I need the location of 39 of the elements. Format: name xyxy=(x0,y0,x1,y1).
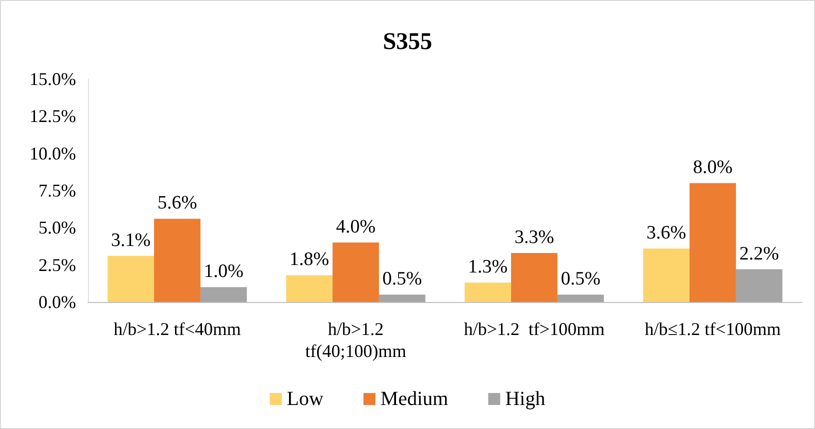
bar xyxy=(378,294,426,302)
data-label: 4.0% xyxy=(336,216,376,238)
bar xyxy=(736,269,782,302)
bar xyxy=(200,287,247,302)
bar xyxy=(643,248,690,302)
bar xyxy=(154,218,200,302)
y-tick-label: 5.0% xyxy=(38,218,76,238)
data-label: 2.2% xyxy=(739,243,780,264)
data-label: 1.0% xyxy=(204,261,244,282)
x-tick-label: h/b>1.2 tf>100mm xyxy=(464,319,605,339)
y-tick-label: 0.0% xyxy=(38,292,76,312)
bar xyxy=(108,256,154,302)
bar xyxy=(511,252,558,302)
data-label: 1.8% xyxy=(290,249,330,270)
y-tick-label: 10.0% xyxy=(30,143,76,164)
x-tick-label: h/b≤1.2 tf<100mm xyxy=(644,319,781,339)
data-label: 0.5% xyxy=(382,268,422,290)
bar xyxy=(286,275,333,302)
x-tick-label: h/b>1.2 tf(40;100)mm xyxy=(305,319,406,361)
data-label: 8.0% xyxy=(692,157,733,178)
legend-label: Medium xyxy=(380,388,449,410)
bar xyxy=(557,294,604,302)
data-label: 3.6% xyxy=(646,222,686,244)
data-label: 0.5% xyxy=(560,268,601,290)
data-label: 1.3% xyxy=(468,256,508,278)
bar xyxy=(332,242,379,302)
data-label: 5.6% xyxy=(157,192,198,214)
y-tick-label: 7.5% xyxy=(38,180,76,200)
y-tick-label: 12.5% xyxy=(30,106,76,126)
data-label: 3.1% xyxy=(111,230,151,251)
legend-label: High xyxy=(505,388,546,410)
bar xyxy=(464,282,512,302)
legend-label: Low xyxy=(286,388,324,410)
chart-title: S355 xyxy=(382,29,432,55)
x-tick-label: h/b>1.2 tf<40mm xyxy=(114,319,241,339)
y-tick-label: 15.0% xyxy=(30,69,76,89)
y-tick-label: 2.5% xyxy=(38,254,76,275)
bar xyxy=(690,183,736,302)
data-label: 3.3% xyxy=(514,226,554,248)
